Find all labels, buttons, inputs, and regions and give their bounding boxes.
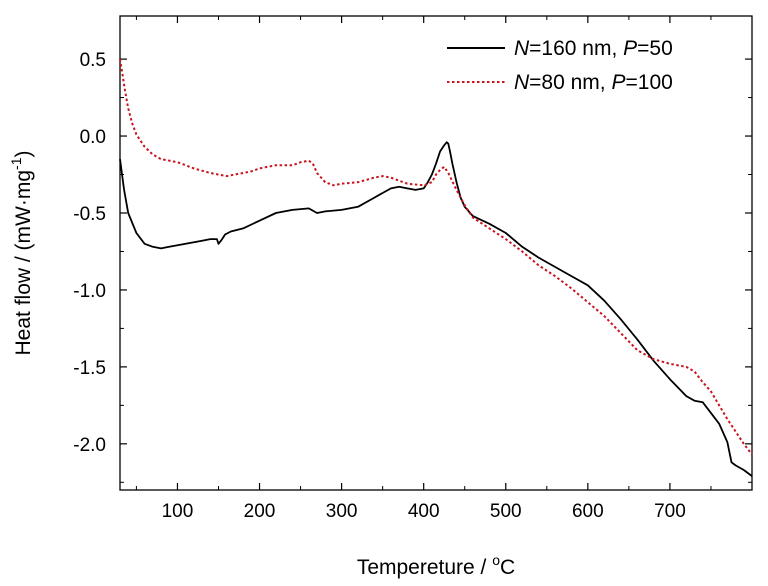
y-tick-label: -1.0 bbox=[73, 281, 106, 302]
series-layer bbox=[119, 58, 753, 477]
y-tick-label: 0.0 bbox=[80, 127, 106, 148]
y-tick-label: -0.5 bbox=[73, 204, 106, 225]
series-line-solid bbox=[119, 141, 753, 477]
x-tick-label: 200 bbox=[244, 501, 276, 522]
legend: N=160 nm, P=50 N=80 nm, P=100 bbox=[447, 37, 673, 94]
axis-ticks: 100 200 300 400 500 600 700 0.5 0.0 -0.5 -1.0 -1.5 -… bbox=[73, 16, 752, 522]
legend-entry-dotted: N=80 nm, P=100 bbox=[447, 71, 673, 94]
plot-frame bbox=[119, 15, 753, 491]
plot-area: 100 200 300 400 500 600 700 0.5 0.0 -0.5 -1.0 -1.5 -… bbox=[73, 15, 753, 522]
x-tick-label: 500 bbox=[490, 501, 522, 522]
legend-label-dotted: N=80 nm, P=100 bbox=[514, 71, 673, 94]
legend-entry-solid: N=160 nm, P=50 bbox=[447, 37, 673, 60]
x-tick-label: 300 bbox=[326, 501, 358, 522]
y-axis-title: Heat flow / (mW·mg-1) bbox=[8, 151, 35, 356]
x-tick-label: 100 bbox=[162, 501, 194, 522]
y-tick-label: -2.0 bbox=[73, 435, 106, 456]
series-line-dotted bbox=[119, 58, 753, 456]
y-tick-label: 0.5 bbox=[80, 50, 106, 71]
y-tick-label: -1.5 bbox=[73, 358, 106, 379]
legend-label-solid: N=160 nm, P=50 bbox=[514, 37, 673, 60]
x-tick-label: 700 bbox=[654, 501, 686, 522]
x-axis-title: Tempereture / oC bbox=[357, 552, 515, 579]
x-tick-label: 400 bbox=[408, 501, 440, 522]
x-tick-label: 600 bbox=[572, 501, 604, 522]
